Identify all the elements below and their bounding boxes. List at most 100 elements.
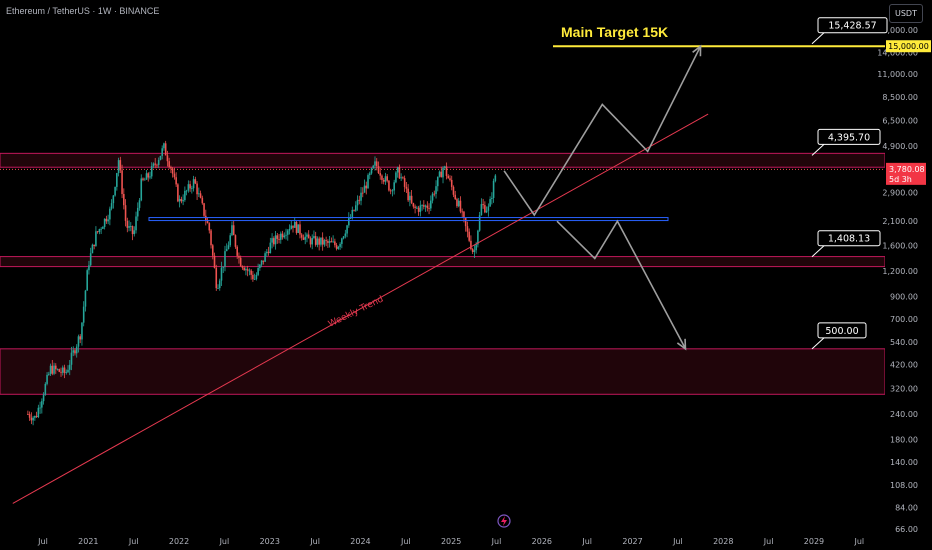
candle-body — [150, 165, 153, 177]
callout-label: 15,428.57 — [828, 21, 876, 32]
currency-button[interactable]: USDT — [889, 4, 923, 23]
candle-body — [354, 205, 357, 211]
candle-body — [107, 219, 109, 222]
candle-body — [302, 237, 305, 240]
candle-body — [72, 350, 75, 353]
candle-body — [49, 365, 52, 374]
candle-body — [28, 414, 31, 418]
candle-body — [218, 280, 221, 289]
candle-body — [417, 207, 420, 212]
zone-1 — [0, 256, 886, 268]
candle-body — [400, 177, 402, 179]
candle-body — [267, 251, 270, 254]
candle-body — [34, 415, 36, 418]
candle-body — [348, 218, 350, 226]
callout-pointer — [811, 144, 825, 156]
candle-body — [389, 190, 392, 192]
candle-body — [410, 195, 413, 203]
candle-body — [234, 235, 237, 247]
candle-body — [245, 269, 247, 271]
candle-body — [273, 238, 275, 245]
candle-body — [58, 369, 61, 372]
candle-body — [145, 173, 148, 180]
candle-body — [402, 177, 404, 179]
candle-body — [300, 234, 303, 238]
candle-body — [142, 178, 144, 180]
candle-body — [166, 155, 169, 162]
candle-body — [131, 226, 134, 235]
candle-body — [250, 270, 252, 275]
candle-body — [309, 238, 312, 245]
price-tick-label: 180.00 — [890, 436, 918, 445]
price-tick-label: 240.00 — [890, 410, 918, 419]
candle-body — [119, 160, 122, 171]
projection-path-bearish — [556, 219, 687, 350]
candle-body — [471, 249, 474, 252]
candle-body — [178, 198, 181, 202]
candle-body — [452, 186, 455, 195]
candle-body — [360, 192, 362, 201]
candle-body — [102, 226, 104, 229]
candle-body — [95, 231, 97, 247]
callout-pointer — [811, 245, 825, 258]
callout-label: 500.00 — [825, 326, 858, 337]
candle-body — [199, 193, 202, 198]
candle-body — [454, 194, 457, 200]
candle-body — [423, 205, 425, 207]
candle-body — [86, 270, 88, 291]
candle-body — [56, 369, 59, 370]
candle-body — [285, 234, 287, 236]
candle-body — [77, 336, 80, 347]
candle-body — [46, 374, 48, 384]
candle-body — [318, 238, 320, 245]
candle-body — [419, 205, 422, 212]
candle-body — [54, 365, 57, 370]
candle-body — [116, 173, 118, 187]
candle-body — [332, 241, 334, 243]
candle-body — [61, 367, 64, 373]
candle-body — [477, 230, 479, 245]
candle-body — [320, 237, 322, 245]
candle-body — [337, 246, 340, 249]
candle-body — [79, 336, 82, 340]
symbol-title[interactable]: Ethereum / TetherUS · 1W · BINANCE — [6, 6, 160, 16]
candle-body — [227, 245, 230, 250]
candle-body — [485, 210, 488, 213]
candle-body — [447, 175, 450, 179]
candle-body — [93, 244, 95, 247]
candle-body — [173, 173, 176, 178]
candle-body — [196, 183, 198, 195]
candle-body — [114, 186, 116, 196]
candle-body — [187, 184, 190, 191]
candle-body — [316, 238, 319, 245]
zones-layer — [0, 152, 886, 395]
candle-body — [138, 200, 141, 208]
candle-body — [384, 176, 387, 182]
candle-body — [299, 224, 301, 235]
time-tick-label: Jul — [581, 537, 592, 546]
price-axis[interactable]: 18,000.00 14,000.00 11,000.00 8,500.00 6,500… — [877, 0, 932, 550]
time-tick-label: Jul — [491, 537, 502, 546]
candle-body — [222, 266, 225, 268]
candle-body — [470, 240, 472, 250]
candle-body — [170, 167, 172, 169]
time-axis[interactable]: Jul 2021 Jul 2022 Jul 2023 Jul 2024 Jul 2025 Jul 20… — [37, 537, 864, 546]
candle-body — [208, 223, 211, 231]
candle-body — [140, 178, 143, 201]
candle-body — [149, 176, 151, 178]
candle-body — [189, 184, 191, 189]
candle-body — [27, 414, 29, 415]
price-tick-label: 108.00 — [890, 481, 918, 490]
time-tick-label: 2024 — [350, 537, 370, 546]
candle-body — [229, 235, 232, 246]
candle-body — [39, 407, 41, 409]
candle-body — [103, 218, 106, 227]
candle-body — [204, 215, 207, 221]
candle-body — [304, 236, 307, 240]
candle-body — [53, 365, 55, 374]
candle-body — [121, 170, 123, 195]
candle-body — [100, 228, 102, 230]
candle-body — [381, 175, 383, 180]
candle-body — [225, 249, 228, 252]
